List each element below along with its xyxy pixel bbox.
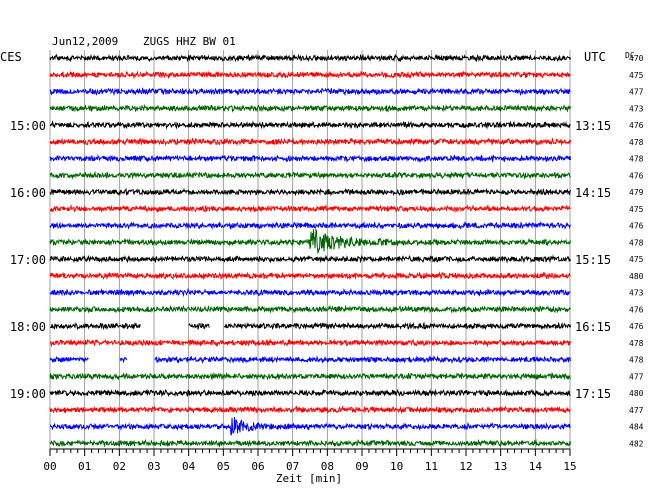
dc-offset-value: 476	[629, 305, 644, 314]
x-tick-label: 09	[355, 460, 368, 473]
dc-offset-value: 477	[629, 88, 644, 97]
trace-17	[50, 337, 571, 348]
utc-time-label: 13:15	[575, 119, 611, 133]
time-labels: 15:00 16:00 17:00 18:00 19:00 13:15 14:15 15:15…	[10, 54, 644, 448]
x-axis: 00 01 02 03 04 05 06 07 08 09 10 11 12 13 14 15	[43, 448, 577, 473]
dc-offset-value: 480	[629, 272, 644, 281]
trace-10	[49, 220, 571, 230]
x-tick-label: 15	[563, 460, 576, 473]
local-time-label: 18:00	[10, 320, 46, 334]
trace-group	[49, 53, 571, 448]
utc-time-label: 15:15	[575, 253, 611, 267]
trace-21	[49, 405, 571, 415]
x-tick-label: 05	[217, 460, 230, 473]
x-tick-label: 12	[459, 460, 472, 473]
trace-5	[49, 137, 571, 147]
trace-12	[49, 254, 571, 264]
minute-grid	[49, 50, 571, 449]
dc-offset-value: 475	[629, 71, 644, 80]
trace-11	[49, 228, 571, 255]
dc-offset-value: 473	[629, 289, 644, 298]
dc-offset-value: 475	[629, 205, 644, 214]
x-axis-label: Zeit [min]	[276, 472, 342, 485]
utc-timezone-label: UTC	[584, 50, 606, 64]
local-time-label: 19:00	[10, 387, 46, 401]
trace-3	[49, 103, 571, 113]
dc-offset-value: 476	[629, 121, 644, 130]
local-timezone-label: CES	[0, 50, 22, 64]
x-tick-label: 10	[390, 460, 403, 473]
dc-offset-value: 479	[629, 188, 644, 197]
trace-7	[49, 170, 571, 180]
date-label: Jun12,2009	[52, 35, 118, 48]
dc-offset-value: 476	[629, 222, 644, 231]
station-label: ZUGS HHZ BW 01	[143, 35, 236, 48]
trace-19	[49, 371, 571, 381]
dc-offset-value: 478	[629, 356, 644, 365]
trace-18	[49, 354, 571, 365]
dc-offset-value: 475	[629, 255, 644, 264]
x-tick-label: 06	[251, 460, 264, 473]
dc-offset-value: 477	[629, 372, 644, 381]
x-tick-label: 14	[529, 460, 543, 473]
x-tick-label: 04	[182, 460, 196, 473]
dc-offset-value: 476	[629, 171, 644, 180]
trace-1	[49, 70, 571, 80]
dc-offset-header: DC	[625, 51, 635, 60]
trace-22	[50, 417, 571, 436]
x-tick-label: 11	[425, 460, 438, 473]
trace-20	[49, 388, 571, 398]
dc-offset-value: 478	[629, 339, 644, 348]
dc-offset-value: 470	[629, 54, 644, 63]
x-tick-label: 08	[321, 460, 334, 473]
x-tick-label: 13	[494, 460, 507, 473]
x-tick-label: 00	[43, 460, 56, 473]
local-time-label: 16:00	[10, 186, 46, 200]
dc-offset-value: 482	[629, 439, 644, 448]
dc-offset-value: 478	[629, 238, 644, 247]
trace-16	[49, 321, 571, 331]
x-tick-label: 07	[286, 460, 299, 473]
local-time-label: 17:00	[10, 253, 46, 267]
dc-offset-value: 484	[629, 423, 644, 432]
trace-6	[49, 153, 571, 164]
utc-time-label: 16:15	[575, 320, 611, 334]
trace-9	[49, 203, 571, 214]
trace-23	[49, 438, 571, 448]
trace-2	[50, 87, 571, 97]
trace-13	[49, 271, 571, 281]
trace-0	[49, 53, 571, 63]
trace-14	[49, 287, 571, 298]
x-tick-label: 02	[113, 460, 126, 473]
dc-offset-value: 477	[629, 406, 644, 415]
dc-offset-value: 478	[629, 138, 644, 147]
dc-offset-value: 473	[629, 104, 644, 113]
dc-offset-value: 478	[629, 155, 644, 164]
trace-8	[49, 187, 571, 197]
utc-time-label: 17:15	[575, 387, 611, 401]
x-tick-label: 01	[78, 460, 91, 473]
utc-time-label: 14:15	[575, 186, 611, 200]
local-time-label: 15:00	[10, 119, 46, 133]
trace-15	[49, 304, 571, 314]
x-tick-label: 03	[147, 460, 160, 473]
trace-4	[49, 120, 571, 130]
dc-offset-value: 480	[629, 389, 644, 398]
dc-offset-value: 476	[629, 322, 644, 331]
